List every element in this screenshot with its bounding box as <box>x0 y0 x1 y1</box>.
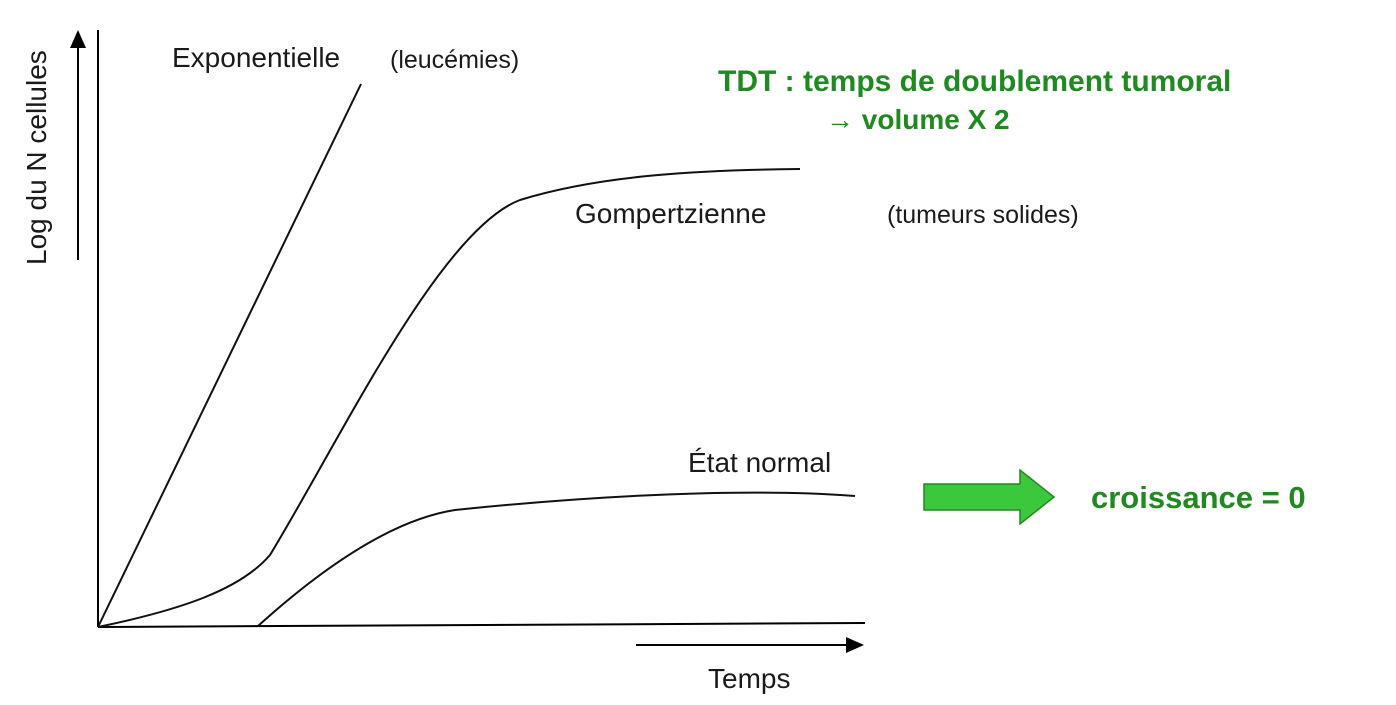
x-axis-arrowhead <box>846 637 864 653</box>
series-note-gompertzienne: (tumeurs solides) <box>887 201 1079 229</box>
series-line-gompertzienne <box>97 168 801 628</box>
series-note-exponentielle: (leucémies) <box>390 46 519 74</box>
green-arrow-icon <box>923 468 1056 526</box>
series-line-etat-normal <box>257 491 856 627</box>
y-axis-label: Log du N cellules <box>21 50 52 265</box>
croissance-zero-label: croissance = 0 <box>1091 480 1306 515</box>
tdt-definition: TDT : temps de doublement tumoral <box>718 65 1231 98</box>
tdt-volume-note: → volume X 2 <box>826 104 1010 135</box>
series-label-exponentielle: Exponentielle <box>172 42 340 73</box>
x-axis <box>97 622 866 628</box>
y-axis-arrowhead <box>70 30 86 48</box>
series-label-gompertzienne: Gompertzienne <box>575 198 766 229</box>
x-axis-label: Temps <box>708 663 790 694</box>
series-label-etat-normal: État normal <box>688 447 831 478</box>
series-line-exponentielle <box>97 83 362 628</box>
